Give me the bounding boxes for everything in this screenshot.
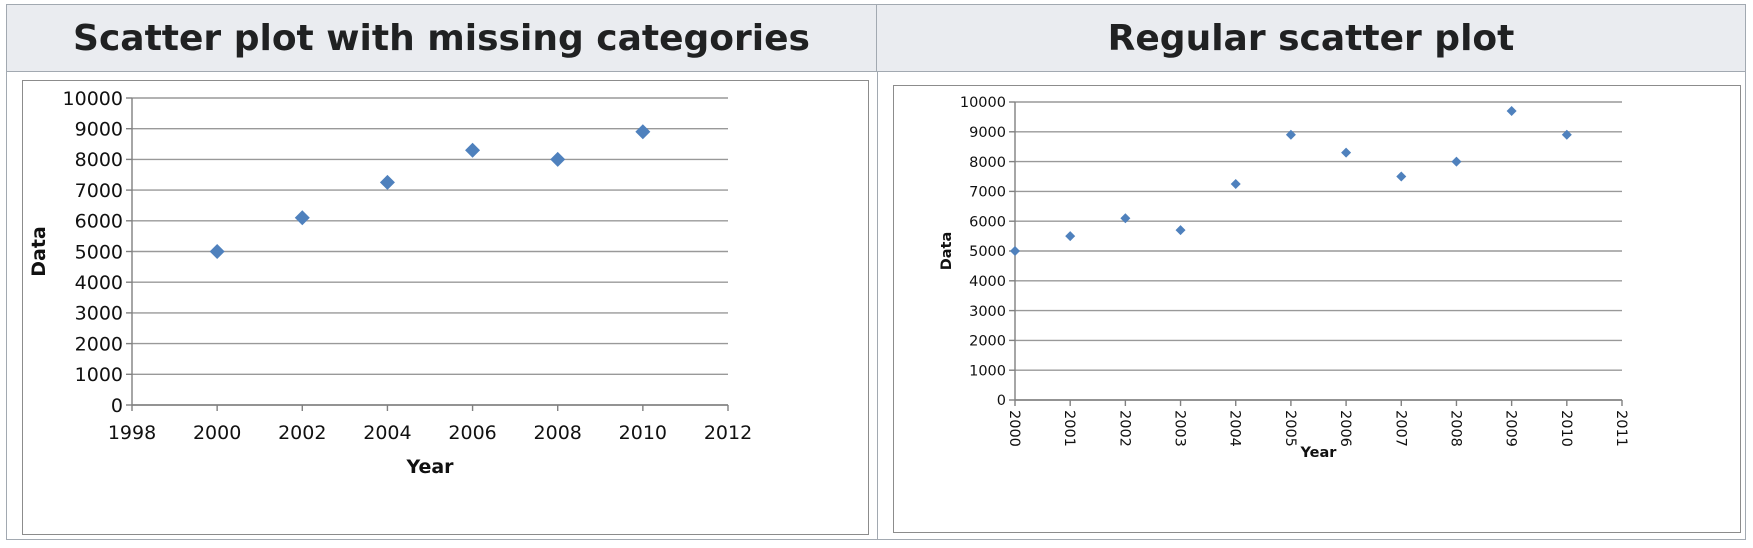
- y-tick-label: 9000: [969, 125, 1006, 141]
- data-point: [379, 174, 395, 190]
- x-tick-label: 2000: [1006, 410, 1022, 447]
- data-point: [635, 124, 651, 140]
- data-point: [1561, 129, 1572, 140]
- x-tick-label: 1998: [108, 422, 156, 444]
- left-header: Scatter plot with missing categories: [7, 5, 877, 72]
- data-point: [1065, 231, 1076, 242]
- y-tick-label: 7000: [75, 180, 123, 202]
- x-tick-label: 2001: [1061, 410, 1077, 447]
- y-tick-label: 0: [997, 393, 1006, 409]
- data-point: [294, 210, 310, 226]
- y-tick-label: 3000: [75, 303, 123, 325]
- y-tick-label: 2000: [75, 333, 123, 355]
- y-tick-label: 4000: [969, 274, 1006, 290]
- x-tick-label: 2007: [1392, 410, 1408, 447]
- comparison-table: Scatter plot with missing categories Reg…: [6, 4, 1746, 540]
- x-tick-label: 2009: [1503, 410, 1519, 447]
- y-tick-label: 2000: [969, 334, 1006, 350]
- data-point: [465, 142, 481, 158]
- x-tick-label: 2004: [363, 422, 411, 444]
- data-point: [209, 244, 225, 259]
- y-tick-label: 1000: [75, 364, 123, 386]
- x-axis-title: Year: [1300, 445, 1338, 461]
- data-point: [1506, 105, 1517, 116]
- y-tick-label: 7000: [969, 185, 1006, 201]
- column-divider: [877, 72, 878, 539]
- x-tick-label: 2011: [1613, 410, 1629, 447]
- y-tick-label: 10000: [63, 88, 123, 110]
- x-tick-label: 2002: [278, 422, 326, 444]
- x-axis-title: Year: [405, 456, 454, 478]
- data-point: [1120, 213, 1131, 224]
- x-tick-label: 2012: [704, 422, 752, 444]
- data-point: [1396, 171, 1407, 182]
- y-tick-label: 9000: [75, 119, 123, 141]
- y-tick-label: 6000: [969, 214, 1006, 230]
- x-tick-label: 2008: [1447, 410, 1463, 447]
- data-point: [1285, 129, 1296, 140]
- x-tick-label: 2004: [1227, 410, 1243, 447]
- data-point: [1230, 178, 1241, 189]
- y-tick-label: 1000: [969, 363, 1006, 379]
- y-tick-label: 3000: [969, 304, 1006, 320]
- y-tick-label: 5000: [75, 241, 123, 263]
- chart-left-box: 0 1000 2000 3000 4000 5000 6000 7000 8000 9000 100…: [22, 80, 869, 535]
- chart-right: 0 1000 2000 3000 4000 5000 6000 7000 8000 9000 100…: [939, 95, 1629, 461]
- x-tick-label: 2003: [1172, 410, 1188, 447]
- x-tick-label: 2000: [193, 422, 241, 444]
- x-tick-label: 2002: [1116, 410, 1132, 447]
- y-tick-label: 4000: [75, 272, 123, 294]
- y-tick-label: 8000: [969, 155, 1006, 171]
- data-point: [1010, 246, 1020, 256]
- y-axis-title: Data: [939, 232, 955, 271]
- x-tick-label: 2005: [1282, 410, 1298, 447]
- chart-left: 0 1000 2000 3000 4000 5000 6000 7000 8000 9000 100…: [28, 88, 752, 478]
- x-tick-label: 2010: [1558, 410, 1574, 447]
- y-tick-label: 10000: [960, 95, 1006, 111]
- data-point: [1451, 156, 1462, 167]
- data-point: [1175, 225, 1186, 236]
- y-tick-label: 0: [111, 395, 123, 417]
- x-tick-label: 2010: [619, 422, 667, 444]
- y-tick-label: 6000: [75, 211, 123, 233]
- x-tick-label: 2008: [534, 422, 582, 444]
- y-tick-label: 8000: [75, 149, 123, 171]
- y-tick-label: 5000: [969, 244, 1006, 260]
- data-point: [550, 151, 566, 167]
- chart-right-box: 0 1000 2000 3000 4000 5000 6000 7000 8000 9000 100…: [893, 85, 1741, 533]
- x-tick-label: 2006: [448, 422, 496, 444]
- right-header: Regular scatter plot: [877, 5, 1745, 72]
- data-point: [1341, 147, 1352, 158]
- y-axis-title: Data: [28, 226, 50, 277]
- x-tick-label: 2006: [1337, 410, 1353, 447]
